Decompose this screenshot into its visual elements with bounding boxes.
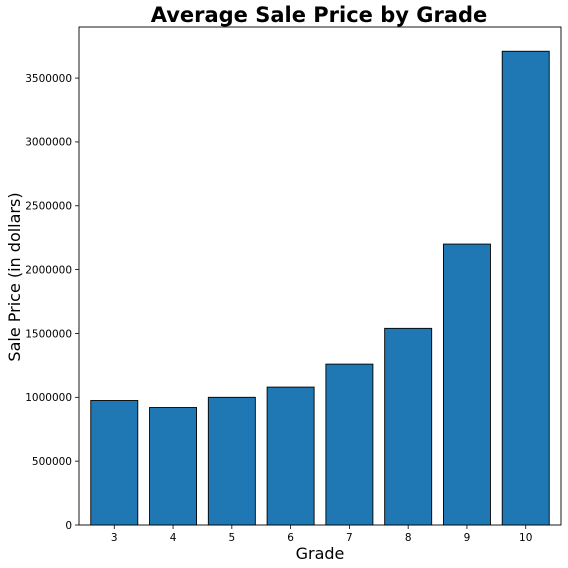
y-tick-label: 3500000 [25, 73, 72, 85]
bar-grade-9 [442, 243, 491, 526]
y-tick-label: 3000000 [25, 137, 72, 149]
bar-grade-7 [325, 363, 374, 526]
y-axis-ticks: 0 500000 1000000 1500000 2000000 2500000 30000… [25, 73, 79, 532]
x-axis-label: Grade [296, 544, 345, 563]
y-tick-label: 2500000 [25, 201, 72, 213]
x-tick-label: 8 [405, 532, 412, 544]
x-tick-label: 7 [346, 532, 353, 544]
y-tick-label: 1000000 [25, 392, 72, 404]
y-tick-label: 500000 [32, 456, 72, 468]
bar-grade-3 [90, 400, 139, 526]
x-tick-label: 10 [519, 532, 532, 544]
y-axis-label: Sale Price (in dollars) [5, 192, 24, 361]
y-tick-label: 0 [65, 520, 72, 532]
plot-frame [78, 26, 562, 526]
x-axis-ticks: 3 4 5 6 7 8 9 10 [111, 525, 532, 544]
bar-grade-8 [384, 327, 433, 526]
y-tick-label: 1500000 [25, 328, 72, 340]
plot-area [78, 26, 562, 526]
y-tick-label: 2000000 [25, 264, 72, 276]
chart-title: Average Sale Price by Grade [151, 3, 488, 27]
x-tick-label: 9 [464, 532, 471, 544]
bar-grade-6 [266, 386, 315, 526]
bar-grade-10 [501, 50, 550, 526]
x-tick-label: 3 [111, 532, 118, 544]
x-tick-label: 5 [228, 532, 235, 544]
bar-grade-4 [149, 407, 198, 526]
bars [90, 50, 550, 526]
x-tick-label: 4 [170, 532, 177, 544]
x-tick-label: 6 [287, 532, 294, 544]
bar-grade-5 [207, 396, 256, 526]
